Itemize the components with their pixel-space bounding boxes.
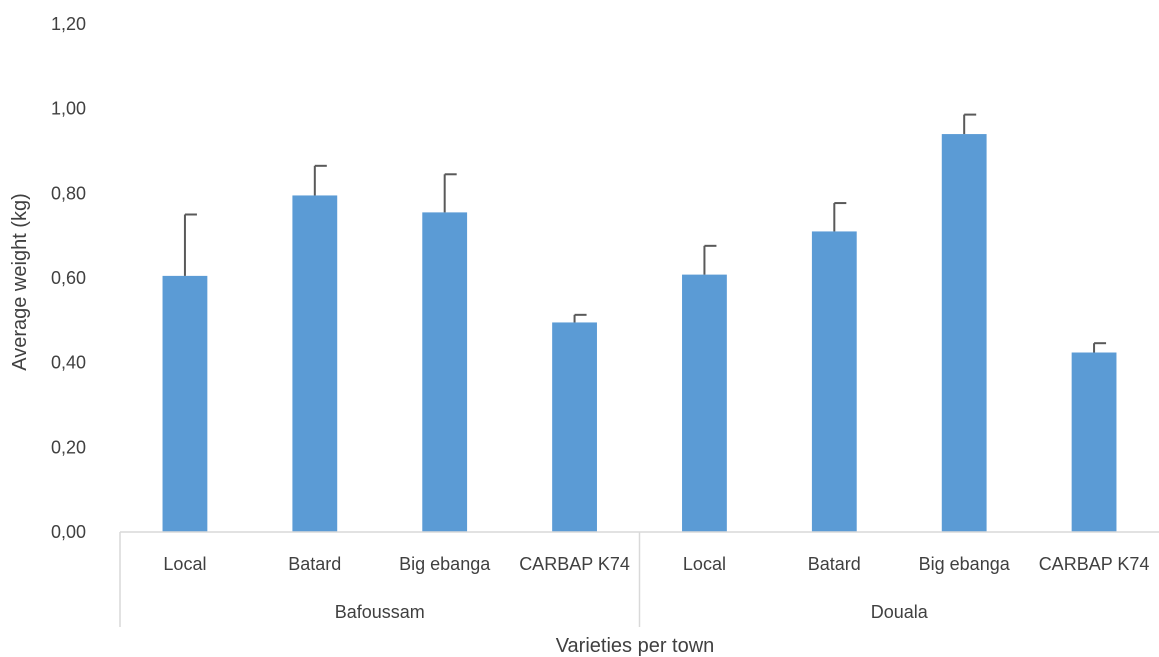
category-labels: Local Batard Big ebanga CARBAP K74 Local Bata… (163, 554, 1149, 574)
x-category-label: CARBAP K74 (519, 554, 630, 574)
group-labels: Bafoussam Douala (335, 602, 929, 622)
x-category-label: Big ebanga (919, 554, 1011, 574)
bar (162, 275, 208, 532)
bar (682, 274, 727, 532)
x-category-label: Local (683, 554, 726, 574)
bar (1071, 352, 1117, 532)
x-category-label: Big ebanga (399, 554, 491, 574)
axes (119, 531, 1159, 627)
bar (422, 212, 468, 532)
bar (292, 195, 338, 532)
x-category-label: Local (163, 554, 206, 574)
bar (941, 134, 987, 533)
x-axis-title: Varieties per town (556, 635, 715, 657)
x-category-label: CARBAP K74 (1039, 554, 1150, 574)
y-tick-label: 0,40 (51, 353, 86, 373)
y-axis-ticks: 0,00 0,20 0,40 0,60 0,80 1,00 1,20 (51, 14, 86, 542)
x-group-label: Douala (871, 602, 929, 622)
x-category-label: Batard (808, 554, 861, 574)
y-axis-title: Average weight (kg) (9, 193, 31, 371)
y-tick-label: 1,00 (51, 99, 86, 119)
bar (811, 231, 857, 532)
y-tick-label: 0,60 (51, 268, 86, 288)
y-tick-label: 0,80 (51, 183, 86, 203)
y-tick-label: 0,00 (51, 522, 86, 542)
error-bars (183, 113, 1107, 353)
x-category-label: Batard (288, 554, 341, 574)
x-group-label: Bafoussam (335, 602, 425, 622)
y-tick-label: 0,20 (51, 437, 86, 457)
y-tick-label: 1,20 (51, 14, 86, 34)
bar (552, 322, 597, 532)
bars (162, 134, 1117, 533)
